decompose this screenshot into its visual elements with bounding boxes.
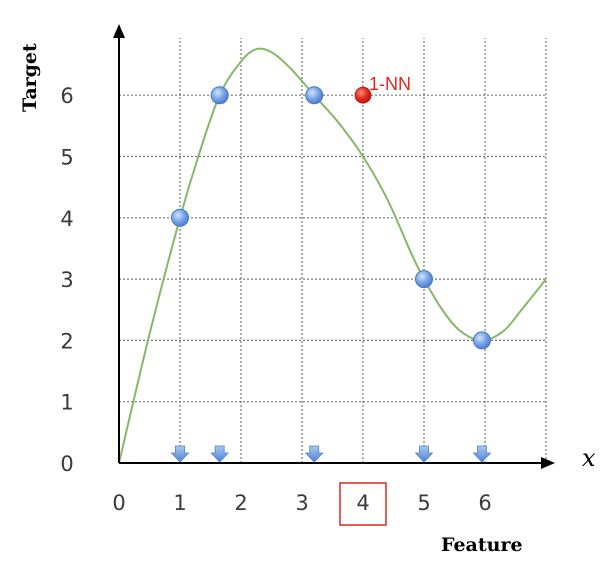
x-tick-label: 5	[417, 491, 430, 515]
feature-marker-arrow	[170, 445, 190, 463]
nn-prediction-label: 1-NN	[369, 74, 411, 94]
feature-marker-arrow	[472, 445, 492, 463]
data-point	[305, 86, 324, 105]
x-axis-title: Feature	[441, 534, 523, 556]
y-tick-label: 4	[60, 207, 73, 231]
x-tick-label: 4	[356, 491, 369, 515]
y-tick-label: 0	[60, 452, 73, 476]
training-points	[171, 86, 491, 350]
x-tick-label: 2	[234, 491, 247, 515]
y-tick-label: 6	[60, 84, 73, 108]
y-tick-label: 2	[60, 329, 73, 353]
feature-marker-arrow	[304, 445, 324, 463]
x-tick-label: 6	[478, 491, 491, 515]
feature-markers	[170, 445, 492, 463]
x-tick-label: 1	[173, 491, 186, 515]
y-tick-labels: 0 1 2 3 4 5 6	[60, 84, 73, 476]
y-axis-title: Target	[19, 43, 41, 112]
x-tick-label: 3	[295, 491, 308, 515]
target-function-curve	[118, 47, 547, 464]
nn-prediction: 1-NN	[354, 74, 411, 104]
feature-marker-arrow	[210, 445, 230, 463]
nn-prediction-point	[354, 86, 372, 104]
y-tick-label: 5	[60, 146, 73, 170]
y-axis-arrow	[113, 24, 125, 38]
data-point	[171, 208, 189, 227]
axes	[113, 24, 555, 469]
x-axis-symbol: x	[582, 444, 596, 472]
y-tick-label: 1	[60, 391, 73, 415]
x-tick-label: 0	[112, 491, 125, 515]
data-point	[415, 270, 433, 289]
x-tick-labels: 0 1 2 3 4 5 6	[112, 491, 491, 515]
query-tick-highlight	[339, 482, 387, 526]
feature-marker-arrow	[414, 445, 434, 463]
data-point	[472, 331, 491, 350]
y-tick-label: 3	[60, 268, 73, 292]
grid-lines	[119, 38, 547, 463]
data-point	[210, 86, 229, 105]
x-axis-arrow	[541, 457, 555, 469]
